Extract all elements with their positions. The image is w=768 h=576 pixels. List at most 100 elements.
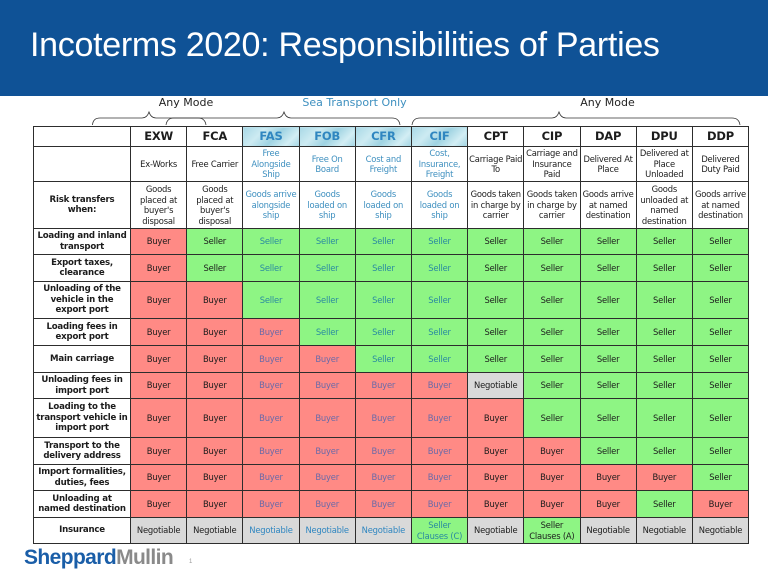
responsibility-cell: Buyer — [523, 464, 581, 491]
row-label: Export taxes, clearance — [33, 254, 131, 282]
table-row: Loading and inland transport Buyer Seller S… — [33, 228, 750, 255]
responsibility-cell: Buyer — [354, 398, 412, 438]
responsibility-cell: Seller — [523, 281, 581, 319]
risk-row-label: Risk transfers when: — [33, 181, 131, 229]
responsibility-cell: Negotiable — [298, 517, 356, 544]
responsibility-cell: Seller — [354, 254, 412, 282]
responsibility-cell: Buyer — [410, 490, 469, 518]
logo-part-mullin: Mullin — [116, 546, 174, 569]
responsibility-cell: Buyer — [242, 437, 300, 465]
responsibility-cell: Seller — [691, 437, 750, 465]
table-row: Insurance Negotiable Negotiable Negotiable N… — [33, 517, 750, 544]
responsibility-cell: Buyer — [242, 345, 300, 373]
term-name-dpu: Delivered at Place Unloaded — [635, 146, 693, 182]
responsibility-cell: Seller — [186, 254, 244, 282]
responsibility-cell: Buyer — [523, 490, 581, 518]
responsibility-cell: Seller — [579, 372, 637, 399]
responsibility-cell: Seller — [635, 345, 693, 373]
responsibility-cell: Buyer — [298, 490, 356, 518]
responsibility-cell: Seller — [691, 345, 750, 373]
responsibility-cell: Seller — [523, 254, 581, 282]
responsibility-cell: Seller — [467, 345, 525, 373]
responsibility-cell: Buyer — [410, 398, 469, 438]
responsibility-cell: Seller — [467, 228, 525, 255]
responsibility-cell: Seller — [523, 228, 581, 255]
responsibility-cell: Buyer — [129, 464, 188, 491]
responsibility-cell: Buyer — [579, 464, 637, 491]
responsibility-cell: Seller — [691, 398, 750, 438]
group-label-sea-transport: Sea Transport Only — [302, 96, 407, 109]
responsibility-cell: Buyer — [186, 398, 244, 438]
table-row: Loading fees in export port Buyer Buyer Buy… — [33, 318, 750, 346]
responsibility-cell: Seller — [691, 318, 750, 346]
responsibility-cell: Buyer — [298, 372, 356, 399]
responsibility-cell: Seller — [691, 281, 750, 319]
row-label: Unloading of the vehicle in the export p… — [33, 281, 131, 319]
responsibility-cell: Seller — [579, 318, 637, 346]
row-label: Loading to the transport vehicle in impo… — [33, 398, 131, 438]
responsibility-cell: Buyer — [129, 281, 188, 319]
column-header-dpu: DPU — [635, 126, 693, 147]
sheppard-mullin-logo: SheppardMullin — [24, 546, 174, 570]
column-header-ddp: DDP — [691, 126, 750, 147]
group-label-any-mode-left: Any Mode — [158, 96, 214, 109]
name-row-label — [33, 146, 131, 182]
risk-transfer-row: Risk transfers when: Goods placed at buye… — [33, 181, 750, 229]
responsibility-cell: Buyer — [242, 398, 300, 438]
term-name-cip: Carriage and Insurance Paid — [523, 146, 581, 182]
row-label: Unloading fees in import port — [33, 372, 131, 399]
responsibility-cell: Seller — [523, 398, 581, 438]
term-name-fca: Free Carrier — [186, 146, 244, 182]
term-name-fob: Free On Board — [298, 146, 356, 182]
responsibility-cell: Buyer — [186, 464, 244, 491]
row-label: Transport to the delivery address — [33, 437, 131, 465]
responsibility-cell: Buyer — [467, 437, 525, 465]
responsibility-cell: Buyer — [129, 345, 188, 373]
responsibility-cell: Buyer — [186, 372, 244, 399]
responsibility-cell: Seller — [579, 281, 637, 319]
responsibility-cell: Buyer — [298, 464, 356, 491]
risk-transfer-exw: Goods placed at buyer's disposal — [129, 181, 188, 229]
risk-transfer-cip: Goods taken in charge by carrier — [523, 181, 581, 229]
term-name-dap: Delivered At Place — [579, 146, 637, 182]
responsibility-cell: Seller — [242, 254, 300, 282]
responsibility-cell: Seller — [354, 281, 412, 319]
responsibility-cell: Buyer — [579, 490, 637, 518]
term-name-ddp: Delivered Duty Paid — [691, 146, 750, 182]
responsibility-cell: Seller — [242, 281, 300, 319]
table-row: Transport to the delivery address Buyer Bu… — [33, 437, 750, 465]
table-row: Main carriage Buyer Buyer Buyer Buyer Seller S… — [33, 345, 750, 373]
responsibility-cell: Negotiable — [242, 517, 300, 544]
row-label: Main carriage — [33, 345, 131, 373]
responsibility-cell: Buyer — [410, 464, 469, 491]
page-number: 1 — [189, 559, 193, 565]
risk-transfer-fob: Goods loaded on ship — [298, 181, 356, 229]
column-header-cfr: CFR — [354, 126, 412, 147]
responsibility-cell: Seller — [410, 254, 469, 282]
responsibility-cell: Buyer — [129, 437, 188, 465]
responsibility-cell: Seller — [579, 345, 637, 373]
responsibility-cell: Buyer — [186, 345, 244, 373]
responsibility-cell: Seller — [691, 464, 750, 491]
responsibility-cell: Seller — [635, 228, 693, 255]
term-name-exw: Ex-Works — [129, 146, 188, 182]
table-row: Unloading at named destination Buyer Buyer… — [33, 490, 750, 518]
responsibility-cell: Seller — [635, 437, 693, 465]
responsibility-cell: Buyer — [186, 318, 244, 346]
table-row: Import formalities, duties, fees Buyer Buy… — [33, 464, 750, 491]
responsibility-cell: Seller — [579, 437, 637, 465]
responsibility-cell: Seller — [354, 228, 412, 255]
responsibility-cell: Buyer — [298, 398, 356, 438]
risk-transfer-cfr: Goods loaded on ship — [354, 181, 412, 229]
responsibility-cell: Seller — [410, 318, 469, 346]
responsibility-cell: Seller — [242, 228, 300, 255]
responsibility-cell: Seller — [410, 281, 469, 319]
responsibility-cell: Seller — [691, 254, 750, 282]
responsibility-cell: Seller — [579, 398, 637, 438]
responsibility-cell: Buyer — [242, 464, 300, 491]
responsibility-cell: Seller — [467, 318, 525, 346]
responsibility-cell: Seller — [579, 228, 637, 255]
responsibility-cell: Buyer — [129, 372, 188, 399]
row-label: Import formalities, duties, fees — [33, 464, 131, 491]
responsibility-cell: Buyer — [467, 398, 525, 438]
